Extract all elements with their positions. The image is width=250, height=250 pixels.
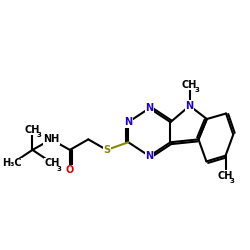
Text: S: S [103, 145, 110, 155]
Text: 3: 3 [194, 87, 199, 93]
Text: NH: NH [43, 134, 59, 144]
Text: O: O [66, 165, 74, 175]
Text: N: N [124, 117, 132, 127]
Text: CH: CH [45, 158, 60, 168]
Text: CH: CH [182, 80, 197, 90]
Text: CH: CH [218, 171, 233, 181]
Text: 3: 3 [37, 132, 42, 138]
Text: H₃C: H₃C [2, 158, 22, 168]
Text: 3: 3 [57, 166, 62, 172]
Text: N: N [145, 151, 154, 161]
Text: 3: 3 [230, 178, 235, 184]
Text: CH: CH [25, 125, 40, 135]
Text: N: N [145, 103, 154, 113]
Text: N: N [186, 101, 194, 111]
